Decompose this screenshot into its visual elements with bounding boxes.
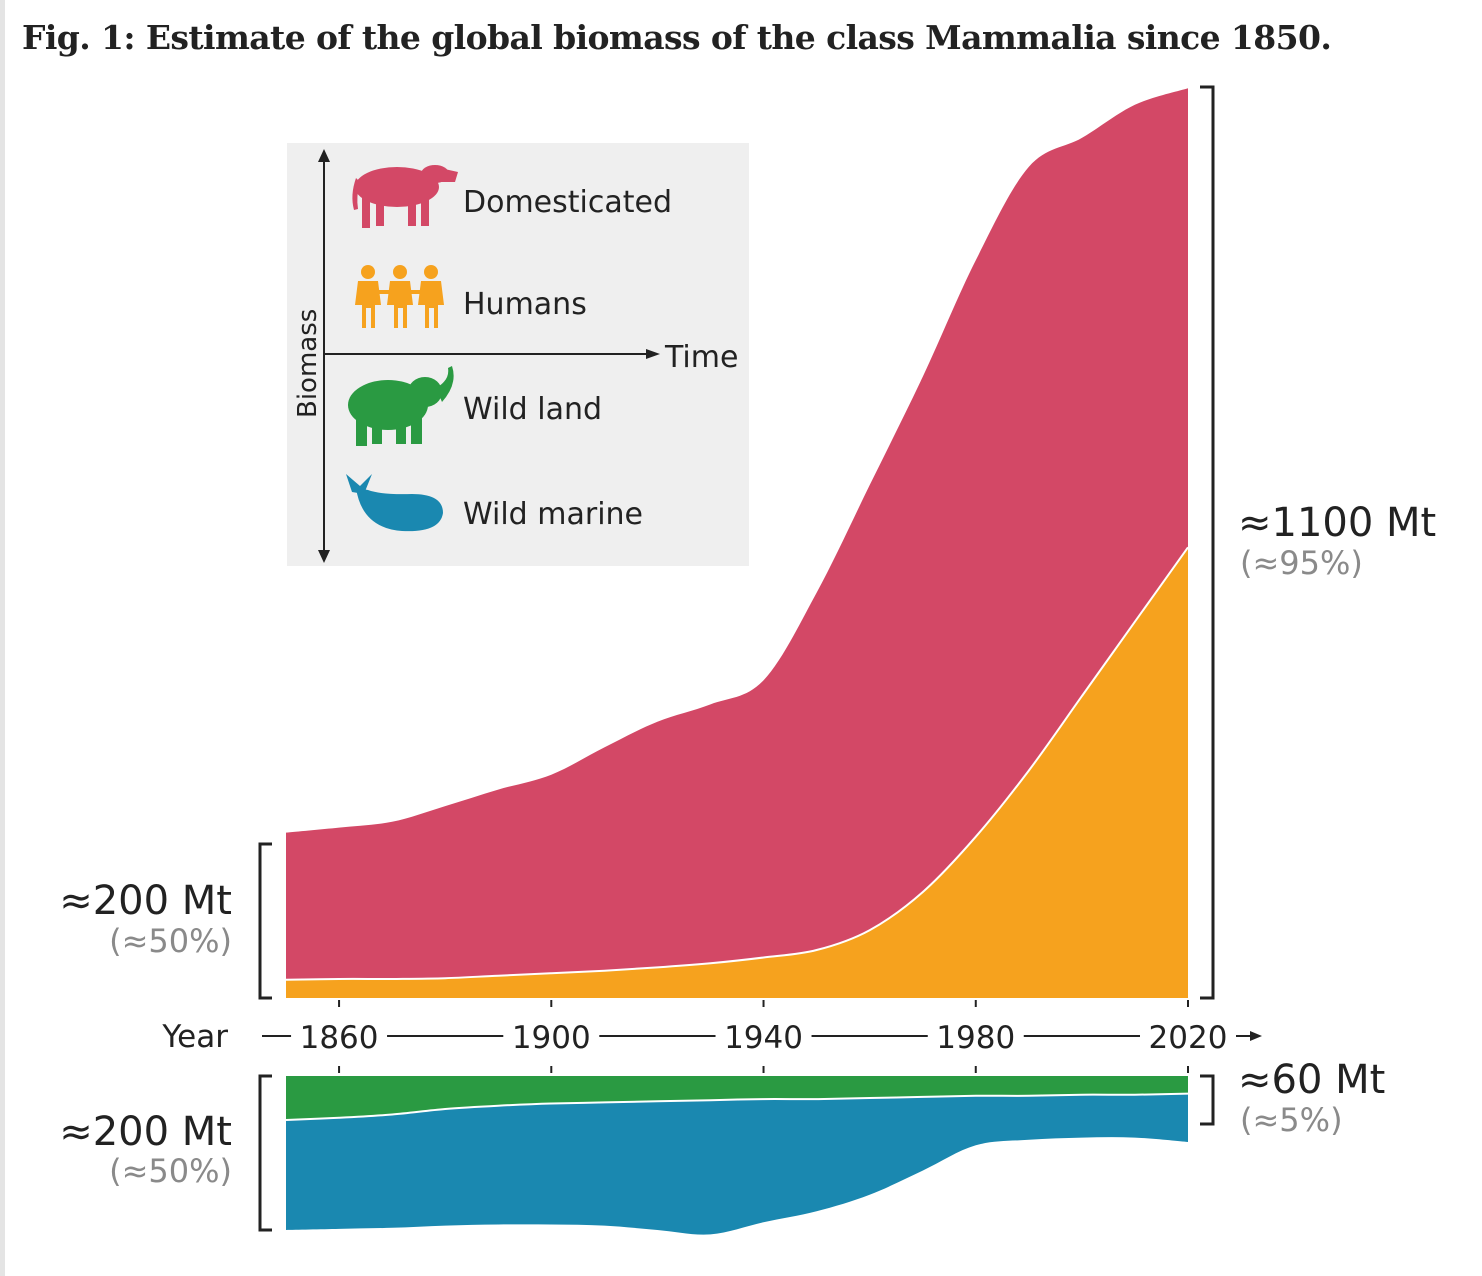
right-bottom-value: ≈60 Mt <box>1238 1057 1385 1103</box>
right-top-bracket <box>1200 85 1215 1000</box>
left-bottom-bracket <box>258 1074 272 1232</box>
left-top-pct: (≈50%) <box>109 922 232 960</box>
area-wild-land <box>286 1076 1188 1120</box>
whale-icon <box>346 474 443 532</box>
area-domesticated <box>286 88 1188 980</box>
x-axis-arrow-icon <box>1250 1031 1262 1041</box>
x-tick-label: 1860 <box>300 1020 379 1056</box>
legend-label-wild-marine: Wild marine <box>463 497 643 532</box>
wild-boundary-line <box>285 1092 1189 1121</box>
x-tick-label: 1900 <box>512 1020 591 1056</box>
right-bottom-pct: (≈5%) <box>1240 1101 1343 1139</box>
right-bottom-bracket <box>1200 1074 1215 1126</box>
right-top-pct: (≈95%) <box>1240 544 1363 582</box>
x-tick-label: 1940 <box>724 1020 803 1056</box>
people-icon <box>355 265 444 328</box>
right-top-value: ≈1100 Mt <box>1238 500 1436 546</box>
left-top-bracket <box>258 842 272 1000</box>
left-bottom-value: ≈200 Mt <box>59 1109 232 1155</box>
legend: Time Biomass Domesticated Humans <box>287 143 749 566</box>
x-tick-label: 2020 <box>1149 1020 1228 1056</box>
humans-boundary-line <box>285 546 1189 981</box>
figure-title: Fig. 1: Estimate of the global biomass o… <box>22 18 1332 57</box>
elephant-icon <box>348 366 454 446</box>
x-axis: 1860 1900 1940 1980 2020 <box>262 1000 1262 1073</box>
legend-time-arrow-icon <box>646 349 660 359</box>
legend-label-humans: Humans <box>463 287 587 322</box>
area-humans <box>286 547 1188 998</box>
legend-biomass-label: Biomass <box>293 309 323 418</box>
left-top-value: ≈200 Mt <box>59 878 232 924</box>
area-wild-marine <box>286 1093 1188 1235</box>
legend-biomass-arrow-up-icon <box>318 149 330 162</box>
cow-icon <box>352 165 458 228</box>
legend-biomass-arrow-down-icon <box>318 550 330 563</box>
x-axis-label: Year <box>161 1019 228 1055</box>
legend-label-domesticated: Domesticated <box>463 185 672 220</box>
left-bottom-pct: (≈50%) <box>109 1152 232 1190</box>
legend-time-label: Time <box>664 340 738 375</box>
legend-label-wild-land: Wild land <box>463 392 602 427</box>
x-tick-label: 1980 <box>936 1020 1015 1056</box>
left-rule <box>0 0 5 1276</box>
